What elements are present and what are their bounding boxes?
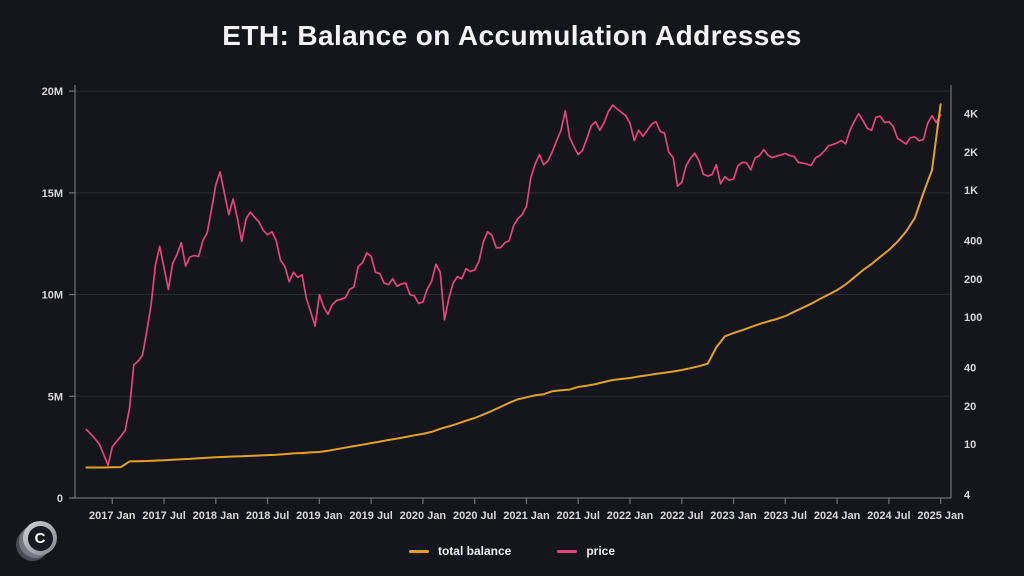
y-right-tick-label: 2K [964,147,978,159]
y-left-tick-label: 5M [48,391,63,403]
legend-swatch-total-balance [408,549,429,553]
y-right-tick-label: 20 [964,401,976,413]
y-right-tick-label: 200 [964,274,982,286]
x-tick-label: 2022 Jan [607,510,654,522]
x-tick-label: 2025 Jan [917,510,964,522]
x-tick-label: 2022 Jul [660,510,703,522]
x-tick-label: 2017 Jan [89,510,136,522]
x-tick-label: 2019 Jul [349,510,392,522]
y-right-tick-label: 4K [964,109,978,121]
x-tick-label: 2021 Jan [503,510,550,522]
y-left-tick-label: 15M [42,188,63,200]
legend-label-total-balance: total balance [437,544,512,558]
price-line [85,104,942,467]
y-right-tick-label: 1K [964,185,978,197]
x-tick-label: 2018 Jul [246,510,289,522]
chart-legend: total balance price [0,544,1024,558]
x-tick-label: 2023 Jul [764,510,807,522]
y-left-tick-label: 10M [42,290,63,302]
x-tick-label: 2024 Jan [814,510,861,522]
y-right-tick-label: 4 [964,490,971,502]
coin-letter: C [27,525,53,551]
legend-swatch-price [557,549,578,553]
x-tick-label: 2024 Jul [867,510,910,522]
y-left-tick-label: 20M [42,86,63,98]
legend-label-price: price [586,544,616,558]
legend-item-total-balance: total balance [408,544,512,558]
y-left-tick-label: 0 [57,493,63,505]
y-right-tick-label: 400 [964,236,982,248]
x-tick-label: 2020 Jul [453,510,496,522]
x-tick-label: 2018 Jan [193,510,240,522]
total-balance-line [85,103,942,469]
x-tick-label: 2020 Jan [400,510,447,522]
legend-item-price: price [557,544,615,558]
y-right-tick-label: 100 [964,312,982,324]
x-tick-label: 2021 Jul [557,510,600,522]
x-tick-label: 2023 Jan [710,510,757,522]
x-tick-label: 2017 Jul [142,510,185,522]
y-right-tick-label: 10 [964,439,976,451]
chart-title: ETH: Balance on Accumulation Addresses [222,20,802,51]
x-tick-label: 2019 Jan [296,510,343,522]
y-right-tick-label: 40 [964,363,976,375]
coin-face: C [23,521,57,555]
cryptoquant-logo: C [16,521,58,563]
